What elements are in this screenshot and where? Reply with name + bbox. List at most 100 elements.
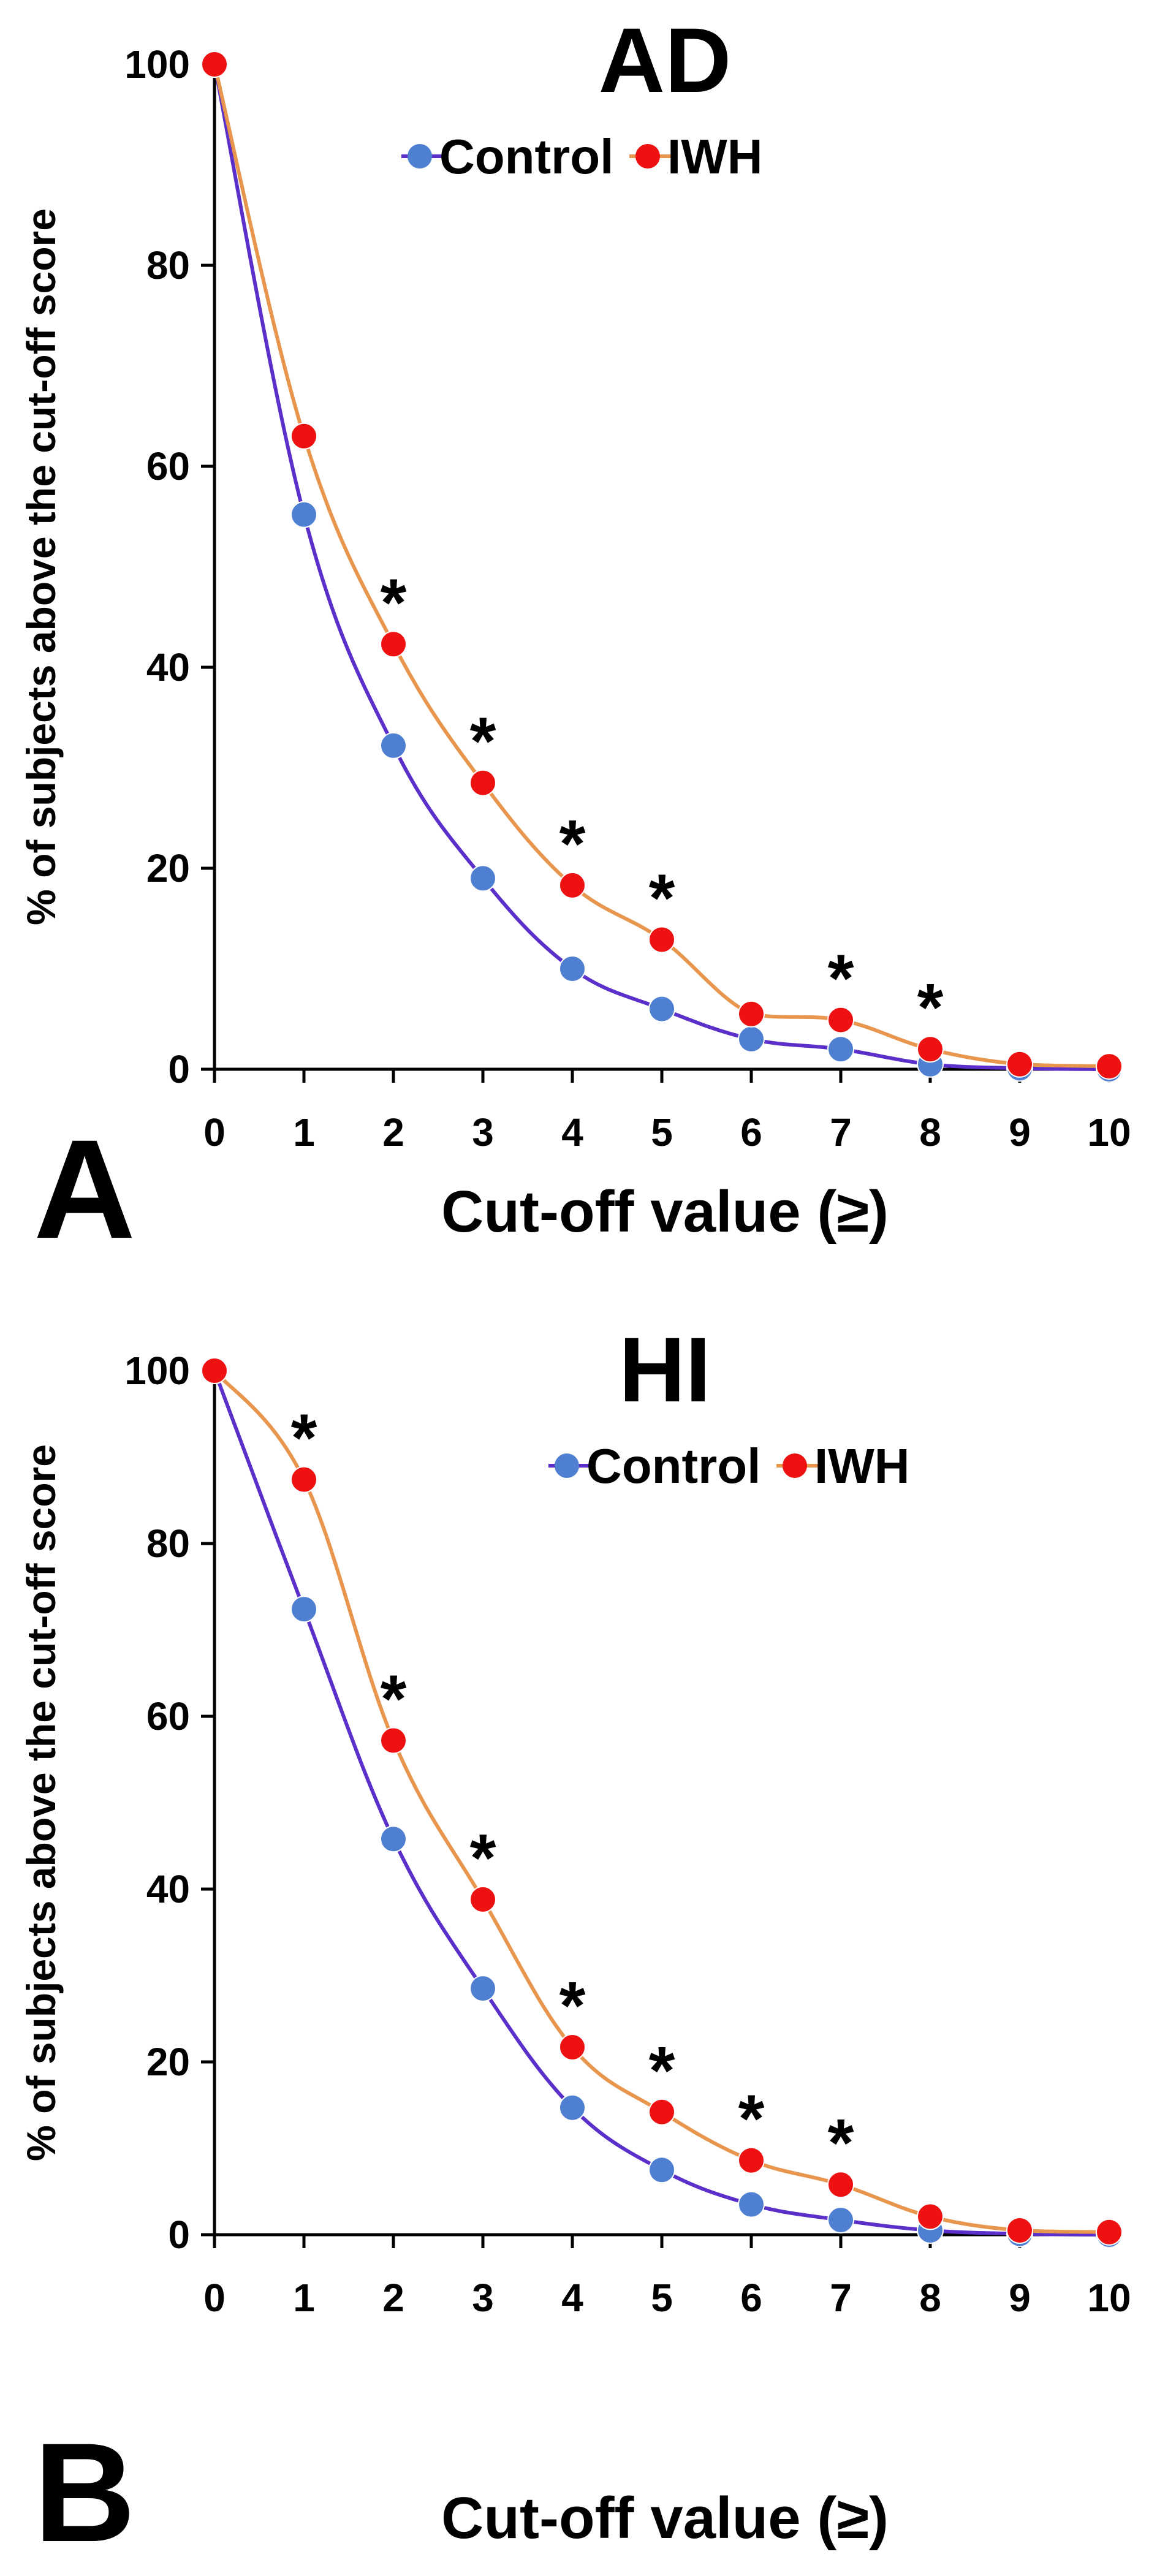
chart-b-y-tick-label: 60	[146, 1694, 190, 1738]
chart-a-y-tick-label: 0	[168, 1047, 190, 1091]
chart-b-iwh-point	[1006, 2216, 1033, 2244]
chart-b-iwh-point	[201, 1357, 228, 1384]
chart-a-iwh-point	[827, 1006, 854, 1034]
chart-a-significance-star: *	[649, 860, 675, 936]
chart-a-y-tick-label: 20	[146, 846, 190, 890]
chart-b-y-tick-label: 100	[124, 1349, 190, 1393]
chart-a-x-tick-label: 8	[919, 1110, 941, 1154]
chart-a-iwh-point	[201, 51, 228, 78]
chart-a-y-axis-label: % of subjects above the cut-off score	[18, 208, 64, 925]
chart-a-control-point	[469, 865, 496, 892]
chart-a-iwh-point	[559, 871, 586, 899]
chart-b-iwh-point	[1096, 2218, 1123, 2246]
chart-panel-b: HI 0 20 40 60 80 100 0 1 2 3 4 5 6 7 8 9 10 Cut-off value …	[0, 1288, 1168, 2576]
chart-b-iwh-point	[469, 1885, 496, 1913]
chart-b-control-point	[827, 2207, 854, 2234]
chart-b-legend-iwh-label: IWH	[814, 1439, 910, 1493]
chart-a-iwh-point	[917, 1036, 944, 1063]
chart-b-x-axis-label: Cut-off value (≥)	[441, 2485, 889, 2551]
chart-b-x-tick-label: 4	[561, 2276, 583, 2320]
chart-a-title: AD	[599, 9, 732, 112]
chart-a-y-tick-label: 80	[146, 243, 190, 287]
chart-a-y-tick-label: 40	[146, 645, 190, 689]
chart-b-significance-star: *	[828, 2105, 854, 2181]
chart-a-legend-control-label: Control	[439, 129, 613, 184]
chart-a-significance-star: *	[470, 704, 496, 779]
chart-a-legend-iwh-marker	[635, 144, 660, 169]
chart-b-x-tick-label: 6	[740, 2276, 762, 2320]
chart-a-significance-star: *	[828, 941, 854, 1017]
chart-b-panel-label: B	[34, 2414, 135, 2571]
chart-b-legend-iwh-marker	[783, 1453, 807, 1478]
chart-a-panel-label: A	[34, 1110, 135, 1268]
chart-b-iwh-point	[648, 2098, 675, 2126]
chart-a-svg: AD 0 20 40 60 80 100 0 1 2 3 4 5 6 7 8 9 10 Cut-off value …	[18, 9, 1131, 1268]
chart-a-legend-control-marker	[408, 144, 432, 169]
chart-b-svg: HI 0 20 40 60 80 100 0 1 2 3 4 5 6 7 8 9 10 Cut-off value …	[18, 1318, 1131, 2571]
chart-b-significance-star: *	[291, 1401, 317, 1476]
chart-b-y-tick-label: 20	[146, 2040, 190, 2084]
chart-b-x-tick-label: 7	[830, 2276, 852, 2320]
chart-a-legend-iwh-label: IWH	[667, 129, 763, 184]
chart-b-x-tick-label: 1	[293, 2276, 315, 2320]
chart-b-significance-star: *	[649, 2033, 675, 2108]
chart-a-control-point	[827, 1036, 854, 1063]
chart-a-x-tick-label: 9	[1009, 1110, 1031, 1154]
chart-b-x-tick-label: 2	[382, 2276, 404, 2320]
chart-b-iwh-point	[290, 1466, 317, 1493]
chart-a-x-axis-label: Cut-off value (≥)	[441, 1179, 889, 1244]
chart-b-control-point	[469, 1975, 496, 2002]
chart-a-x-tick-label: 4	[561, 1110, 583, 1154]
chart-a-x-tick-label: 5	[651, 1110, 673, 1154]
chart-a-significance-star: *	[559, 806, 586, 882]
chart-a-iwh-point	[738, 1000, 765, 1028]
chart-b-control-point	[290, 1596, 317, 1623]
chart-a-iwh-point	[469, 769, 496, 797]
chart-b-iwh-point	[738, 2146, 765, 2174]
chart-b-significance-star: *	[738, 2082, 765, 2157]
chart-b-y-axis-label: % of subjects above the cut-off score	[18, 1444, 64, 2161]
chart-b-y-tick-label: 80	[146, 1521, 190, 1566]
chart-a-y-tick-label: 60	[146, 444, 190, 488]
chart-b-x-tick-label: 0	[203, 2276, 226, 2320]
chart-a-x-tick-label: 2	[382, 1110, 404, 1154]
chart-b-x-tick-label: 3	[472, 2276, 494, 2320]
chart-a-control-point	[648, 995, 675, 1023]
chart-a-control-point	[738, 1025, 765, 1053]
chart-b-significance-star: *	[470, 1820, 496, 1896]
chart-b-control-point	[738, 2191, 765, 2218]
chart-b-legend-control-marker	[555, 1453, 579, 1478]
chart-b-y-tick-label: 0	[168, 2213, 190, 2257]
chart-b-x-tick-label: 10	[1087, 2276, 1131, 2320]
chart-a-x-tick-label: 0	[203, 1110, 226, 1154]
chart-a-iwh-point	[380, 631, 407, 658]
chart-b-iwh-point	[559, 2034, 586, 2061]
chart-b-control-point	[648, 2156, 675, 2184]
chart-b-x-tick-label: 5	[651, 2276, 673, 2320]
chart-a-iwh-point	[290, 422, 317, 450]
chart-a-significance-star: *	[917, 970, 944, 1045]
chart-a-control-point	[380, 732, 407, 759]
chart-a-iwh-point	[1096, 1053, 1123, 1080]
chart-a-x-tick-label: 6	[740, 1110, 762, 1154]
chart-a-control-point	[290, 501, 317, 528]
chart-b-iwh-point	[380, 1727, 407, 1754]
chart-b-x-tick-label: 9	[1009, 2276, 1031, 2320]
chart-panel-a: AD 0 20 40 60 80 100 0 1 2 3 4 5 6 7 8 9 10 Cut-off value …	[18, 9, 1131, 1268]
chart-b-control-point	[559, 2094, 586, 2121]
chart-b-iwh-point	[827, 2171, 854, 2199]
chart-b-iwh-point	[917, 2203, 944, 2230]
chart-b-x-tick-label: 8	[919, 2276, 941, 2320]
chart-b-control-point	[380, 1825, 407, 1853]
chart-a-iwh-point	[648, 926, 675, 953]
chart-b-significance-star: *	[381, 1661, 407, 1737]
chart-b-title: HI	[619, 1318, 711, 1421]
chart-a-x-tick-label: 7	[830, 1110, 852, 1154]
chart-a-x-tick-label: 1	[293, 1110, 315, 1154]
chart-a-control-point	[559, 955, 586, 982]
chart-a-significance-star: *	[381, 565, 407, 640]
chart-a-iwh-point	[1006, 1050, 1033, 1078]
chart-b-significance-star: *	[559, 1968, 586, 2044]
chart-b-legend-control-label: Control	[586, 1439, 760, 1493]
chart-b-y-tick-label: 40	[146, 1867, 190, 1911]
